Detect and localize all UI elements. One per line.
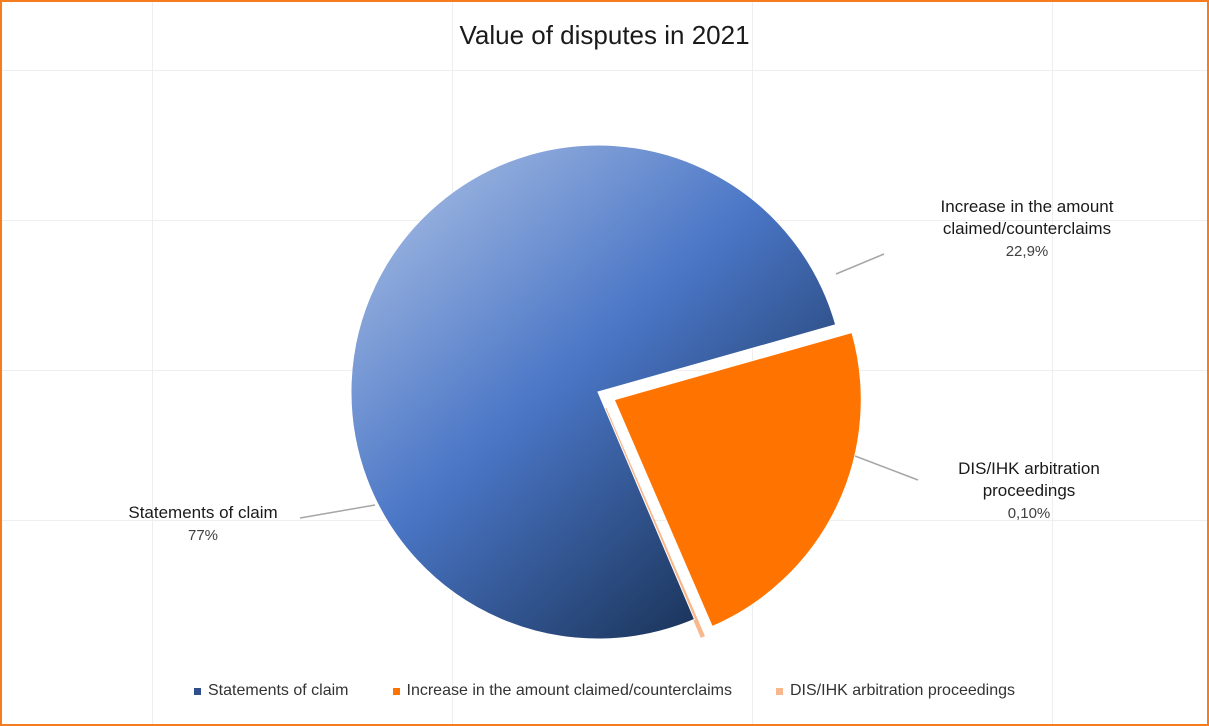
data-label-category: DIS/IHK arbitration: [958, 459, 1100, 478]
legend-swatch: [194, 687, 201, 695]
data-label-category: claimed/counterclaims: [943, 219, 1111, 238]
legend-item: DIS/IHK arbitration proceedings: [776, 682, 1015, 700]
leader-line: [854, 455, 919, 481]
legend-item: Increase in the amount claimed/countercl…: [392, 682, 733, 700]
legend-label: Increase in the amount claimed/countercl…: [406, 682, 733, 699]
leader-line: [835, 253, 885, 275]
legend-label: DIS/IHK arbitration proceedings: [790, 682, 1015, 699]
leader-line: [299, 504, 376, 519]
data-label-percent: 77%: [188, 527, 218, 544]
data-label-percent: 22,9%: [1006, 243, 1049, 260]
chart-title: Value of disputes in 2021: [459, 20, 750, 50]
pie-slice: [350, 144, 837, 640]
legend-swatch: [776, 687, 783, 695]
data-label-category: proceedings: [983, 481, 1076, 500]
legend-swatch: [392, 687, 400, 695]
sheet-gridline: [1052, 2, 1053, 724]
legend-item: Statements of claim: [194, 682, 349, 700]
chart-legend: Statements of claim Increase in the amoun…: [0, 682, 1209, 700]
sheet-gridline: [2, 70, 1207, 71]
data-label-percent: 0,10%: [1008, 505, 1051, 522]
data-label-category: Increase in the amount: [941, 197, 1114, 216]
sheet-gridline: [152, 2, 153, 724]
pie-slice: [613, 331, 862, 628]
data-label-category: Statements of claim: [128, 503, 277, 522]
legend-label: Statements of claim: [208, 682, 349, 699]
